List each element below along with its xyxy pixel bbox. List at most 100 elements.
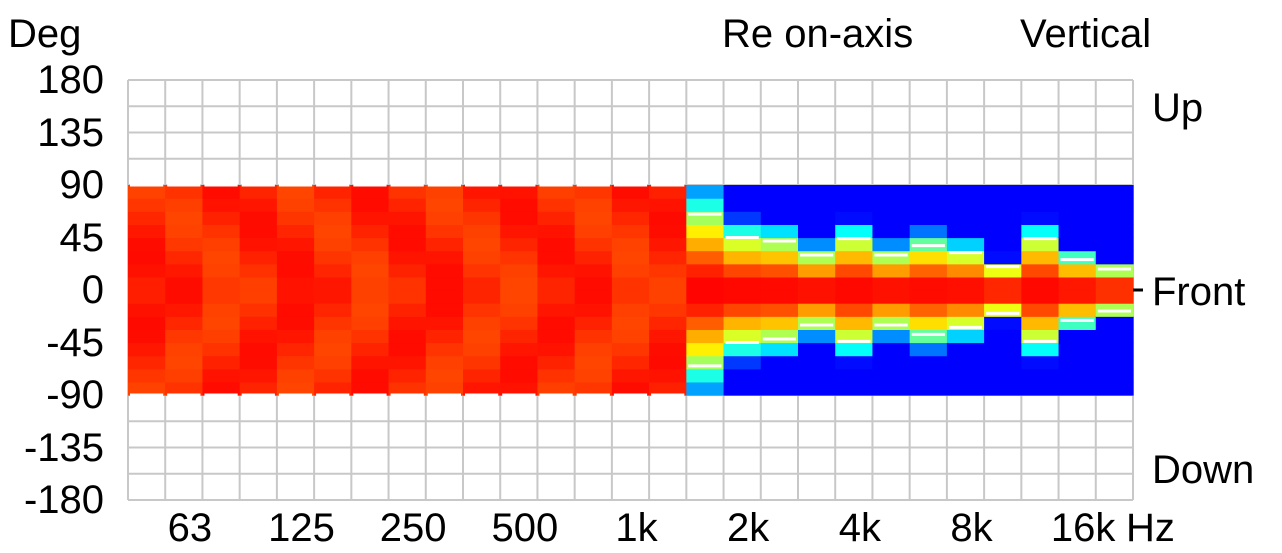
heatmap-cell [314, 329, 352, 344]
heatmap-cell [276, 211, 315, 225]
heatmap-cell [202, 381, 241, 396]
heatmap-cell [946, 276, 985, 291]
heatmap-cell [239, 381, 278, 396]
heatmap-cell [1058, 342, 1097, 357]
heatmap-cell [611, 342, 650, 357]
heatmap-cell [984, 276, 1022, 291]
heatmap-cell [425, 250, 464, 265]
heatmap-cell [574, 290, 613, 304]
heatmap-cell [500, 250, 539, 265]
heatmap-cell [760, 355, 799, 370]
heatmap-cell [239, 211, 278, 225]
heatmap-cell [202, 224, 241, 239]
heatmap-cell [165, 263, 204, 278]
heatmap-cell [202, 316, 241, 330]
heatmap-cell [946, 329, 985, 344]
heatmap-cell [611, 290, 650, 304]
heatmap-cell [314, 263, 352, 278]
heatmap-cell [500, 198, 539, 212]
heatmap-cell [835, 198, 874, 212]
heatmap-cell [909, 263, 948, 278]
heatmap-cell [909, 355, 948, 370]
heatmap-cell [909, 342, 948, 357]
heatmap-cell [984, 198, 1022, 212]
x-tick-label: 63 [167, 506, 213, 550]
heatmap-cell [574, 368, 613, 383]
heatmap-cell [1058, 224, 1097, 239]
heatmap-cell [835, 224, 874, 239]
heatmap-cell [611, 329, 650, 344]
heatmap-cell [984, 211, 1022, 225]
heatmap-cell [239, 224, 278, 239]
y-tick-label: -135 [23, 425, 104, 470]
heatmap-cell [835, 342, 874, 357]
heatmap-cell [500, 185, 539, 199]
heatmap-cell [1058, 198, 1097, 212]
heatmap-cell [984, 381, 1022, 396]
heatmap-cell [425, 237, 464, 252]
heatmap-cell [314, 211, 352, 225]
heatmap-cell [239, 185, 278, 199]
heatmap-cell [276, 185, 315, 199]
heatmap-cell [425, 290, 464, 304]
heatmap-cell [798, 368, 836, 383]
heatmap-cell [723, 303, 762, 317]
heatmap-cell [351, 329, 390, 344]
x-tick-label: 125 [268, 506, 335, 550]
heatmap-cell [1021, 342, 1060, 357]
heatmap-cell [351, 211, 390, 225]
plane-label: Vertical [1020, 12, 1152, 56]
right-label-down: Down [1152, 448, 1255, 492]
heatmap-cell [388, 290, 427, 304]
heatmap-cell [463, 355, 501, 370]
heatmap-cell [165, 211, 204, 225]
heatmap-cell [500, 316, 539, 330]
heatmap-cell [946, 198, 985, 212]
heatmap-cell [128, 263, 166, 278]
heatmap-cell [686, 329, 725, 344]
heatmap-cell [500, 342, 539, 357]
heatmap-cell [574, 237, 613, 252]
heatmap-cell [835, 303, 874, 317]
heatmap-cell [872, 342, 911, 357]
heatmap-cell [202, 237, 241, 252]
heatmap-cell [202, 342, 241, 357]
heatmap-cell [1058, 355, 1097, 370]
heatmap-cell [574, 276, 613, 291]
heatmap-cell [835, 316, 874, 330]
heatmap-cell [872, 185, 911, 199]
heatmap-cell [686, 290, 725, 304]
heatmap-cell [1095, 211, 1134, 225]
y-tick-label: -45 [46, 320, 104, 365]
heatmap-cell [463, 276, 501, 291]
heatmap-cell [1095, 224, 1134, 239]
right-label-up: Up [1152, 86, 1204, 130]
y-tick-label: 0 [81, 268, 104, 312]
heatmap-cell [686, 368, 725, 383]
heatmap-cell [984, 342, 1022, 357]
heatmap-cell [1021, 198, 1060, 212]
heatmap-cell [723, 185, 762, 199]
heatmap-cell [1021, 250, 1060, 265]
x-tick-label: 500 [491, 506, 559, 550]
heatmap-cell [649, 185, 687, 199]
heatmap-cell [611, 355, 650, 370]
heatmap-cell [1021, 355, 1060, 370]
heatmap-cell [835, 381, 874, 396]
heatmap-cell [537, 303, 576, 317]
heatmap-cell [798, 198, 836, 212]
heatmap-cell [649, 198, 687, 212]
heatmap-cell [463, 329, 501, 344]
heatmap-cell [984, 316, 1022, 330]
heatmap-cell [984, 368, 1022, 383]
heatmap-cell [1095, 198, 1134, 212]
heatmap-cell [611, 316, 650, 330]
heatmap-cell [128, 185, 166, 199]
heatmap-cell [165, 316, 204, 330]
heatmap-cell [946, 185, 985, 199]
heatmap-cell [463, 316, 501, 330]
heatmap-cell [872, 355, 911, 370]
heatmap-cell [351, 381, 390, 396]
heatmap-cell [835, 263, 874, 278]
heatmap-cell [276, 237, 315, 252]
